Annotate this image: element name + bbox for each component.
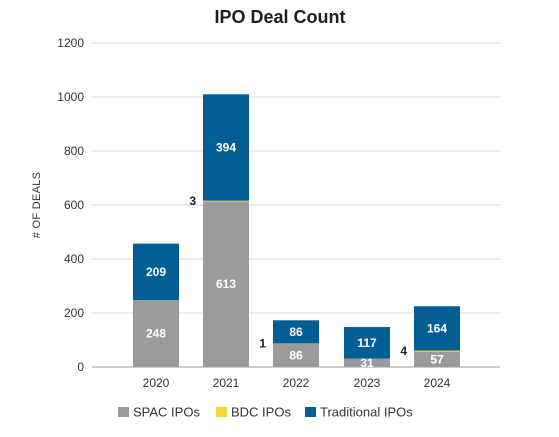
y-axis-ticks: 0 200 400 600 800 1000 1200 [57,36,84,374]
y-tick-label: 600 [64,198,84,212]
data-label-traditional: 209 [146,265,166,279]
y-tick-label: 800 [64,144,84,158]
x-tick-label: 2023 [354,376,381,390]
legend-swatch [305,407,316,417]
data-label-bdc: 4 [400,344,407,358]
x-axis-ticks: 2020 2021 2022 2023 2024 [143,376,451,390]
data-label-spac: 86 [289,348,303,362]
y-tick-label: 0 [77,360,84,374]
y-tick-label: 200 [64,306,84,320]
x-tick-label: 2021 [213,376,240,390]
bar-traditional-ipos-2020 [133,243,179,301]
data-label-traditional: 394 [216,140,236,154]
bar-spac-ipos-2024 [414,351,460,367]
bar-traditional-ipos-2022 [273,320,319,344]
data-label-spac: 31 [360,356,374,370]
legend-label: BDC IPOs [231,405,291,420]
data-label-spac: 248 [146,327,166,341]
legend-label: Traditional IPOs [320,405,413,420]
y-tick-label: 1000 [57,90,84,104]
y-tick-label: 400 [64,252,84,266]
bar-spac-ipos-2023 [344,358,390,367]
data-label-traditional: 164 [427,321,447,335]
bar-bdc-ipos-2021 [203,200,249,202]
x-tick-label: 2020 [143,376,170,390]
legend-swatch [118,407,129,417]
data-label-spac: 57 [430,352,444,366]
legend-label: SPAC IPOs [133,405,200,420]
bar-spac-ipos-2021 [203,201,249,367]
bar-traditional-ipos-2024 [414,306,460,351]
data-label-bdc: 1 [259,337,266,351]
x-tick-label: 2022 [283,376,310,390]
y-axis-label: # OF DEALS [31,172,43,239]
chart-title: IPO Deal Count [214,7,345,27]
legend: SPAC IPOs BDC IPOs Traditional IPOs [118,405,413,420]
data-label-traditional: 117 [357,336,377,350]
y-tick-label: 1200 [57,36,84,50]
data-label-traditional: 86 [289,325,303,339]
data-label-spac: 613 [216,277,236,291]
bar-spac-ipos-2020 [133,300,179,367]
legend-swatch [216,407,227,417]
x-tick-label: 2024 [424,376,451,390]
bar-spac-ipos-2022 [273,343,319,367]
data-label-bdc: 3 [189,194,196,208]
bar-traditional-ipos-2021 [203,94,249,201]
bar-bdc-ipos-2024 [414,350,460,352]
bar-traditional-ipos-2023 [344,327,390,359]
bars: 248 209 613 394 3 86 86 1 31 117 57 164 4 [133,94,460,370]
